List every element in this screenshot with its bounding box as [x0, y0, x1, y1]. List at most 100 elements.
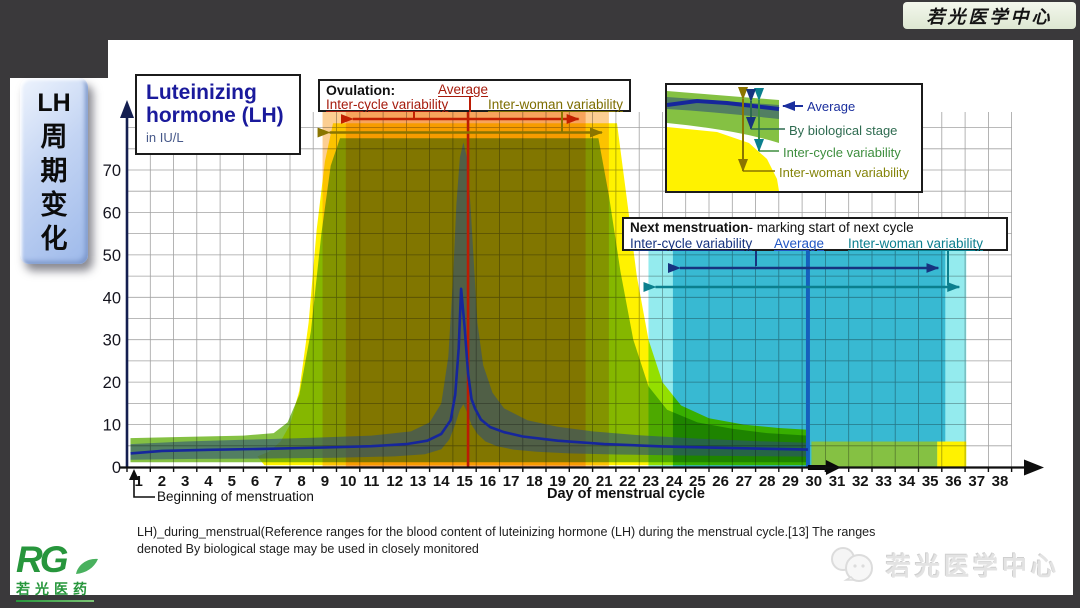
leaf-icon [76, 558, 98, 574]
x-tick-label: 21 [596, 473, 613, 490]
x-tick-label: 36 [945, 473, 962, 490]
ovulation-average-line-segment [469, 97, 471, 112]
page-title: LH 周 期 变 化 [20, 78, 88, 264]
frame-corner [0, 0, 108, 78]
lh-title-box: Luteinizing hormone (LH) in IU/L [135, 74, 301, 155]
lh-title-line1: Luteinizing [146, 81, 257, 104]
x-tick-label: 1 [134, 473, 142, 490]
x-tick-label: 14 [433, 473, 450, 490]
x-tick-label: 27 [736, 473, 753, 490]
x-tick-label: 26 [712, 473, 729, 490]
y-axis-labels: 0 10 20 30 40 50 60 70 [103, 162, 121, 477]
x-axis-labels: 1 2 3 4 5 6 7 8 9 10 11 12 13 14 15 16 17 18 19 20 21 22 23 24 2… [134, 473, 1008, 490]
x-tick-label: 38 [992, 473, 1009, 490]
top-watermark: 若光医学中心 [903, 2, 1076, 29]
ovulation-box: Ovulation: Average Inter-cycle variabili… [318, 79, 631, 112]
x-tick-label: 32 [852, 473, 869, 490]
beginning-of-menstruation-label: Beginning of menstruation [157, 489, 314, 504]
caption-line2: denoted By biological stage may be used … [137, 542, 479, 556]
legend-intercycle-label: Inter-cycle variability [783, 145, 901, 160]
next-menstruation-box: Next menstruation - marking start of nex… [622, 217, 1008, 251]
x-tick-marks [126, 467, 1013, 472]
x-tick-label: 37 [968, 473, 985, 490]
beginning-pointer [133, 477, 155, 498]
frame-bottom [0, 595, 1080, 608]
nextcycle-band-yellow [937, 441, 967, 467]
x-tick-label: 23 [642, 473, 659, 490]
frame-left [0, 0, 10, 608]
x-tick-label: 2 [158, 473, 166, 490]
x-tick-label: 35 [922, 473, 939, 490]
y-tick-label: 70 [103, 162, 121, 180]
x-tick-label: 31 [829, 473, 846, 490]
next-interwoman-label: Inter-woman variability [848, 236, 984, 251]
x-tick-label: 20 [573, 473, 590, 490]
ovulation-average-label: Average [438, 82, 489, 97]
ovulation-intercycle-label: Inter-cycle variability [326, 97, 449, 112]
x-tick-label: 11 [364, 473, 380, 490]
x-tick-label: 33 [875, 473, 892, 490]
x-tick-label: 3 [181, 473, 189, 490]
next-intercycle-label: Inter-cycle variability [630, 236, 753, 251]
x-tick-label: 12 [386, 473, 403, 490]
next-title: Next menstruation [630, 220, 749, 235]
x-tick-label: 4 [204, 473, 213, 490]
x-tick-label: 22 [619, 473, 636, 490]
y-tick-label: 50 [103, 247, 121, 265]
beginning-pointer-arrow-icon [129, 469, 139, 480]
y-tick-label: 10 [103, 417, 121, 435]
lh-unit: in IU/L [146, 130, 184, 145]
x-tick-label: 17 [503, 473, 520, 490]
x-axis-arrow-icon [1024, 459, 1044, 476]
page-title-line: 周 [40, 122, 68, 152]
x-tick-label: 18 [526, 473, 543, 490]
y-tick-label: 40 [103, 289, 121, 307]
y-tick-label: 60 [103, 204, 121, 222]
y-tick-label: 0 [112, 459, 121, 477]
frame-top [0, 0, 1080, 40]
legend-bystage-label: By biological stage [789, 123, 898, 138]
legend-average-label: Average [807, 99, 856, 114]
bottom-watermark-text: 若光医学中心 [886, 553, 1061, 581]
legend-interwoman-area [667, 127, 779, 191]
x-tick-label: 16 [479, 473, 496, 490]
page-title-line: 期 [40, 156, 68, 186]
x-tick-label: 5 [228, 473, 236, 490]
figure-caption: LH)_during_menstrual(Reference ranges fo… [137, 524, 912, 558]
nextcycle-band-green [811, 441, 938, 467]
y-tick-label: 30 [103, 332, 121, 350]
next-subtitle: - marking start of next cycle [748, 220, 914, 235]
next-average-label: Average [774, 236, 825, 251]
y-axis-arrow-icon [120, 100, 134, 118]
caption-line1: LH)_during_menstrual(Reference ranges fo… [137, 525, 876, 539]
x-tick-label: 28 [759, 473, 776, 490]
x-tick-label: 15 [456, 473, 473, 490]
x-tick-label: 6 [251, 473, 259, 490]
x-tick-label: 34 [899, 473, 916, 490]
ovulation-interwoman-label: Inter-woman variability [487, 97, 623, 112]
ovulation-title: Ovulation: [326, 82, 396, 98]
page-title-line: 化 [40, 224, 68, 254]
y-tick-label: 20 [103, 374, 121, 392]
legend-interwoman-label: Inter-woman variability [779, 165, 910, 180]
bottom-watermark: 若光医学中心 [828, 546, 1060, 584]
lh-title-line2: hormone (LH) [146, 104, 284, 127]
x-tick-label: 25 [689, 473, 706, 490]
lh-average-line [130, 287, 808, 455]
x-axis-title: Day of menstrual cycle [547, 486, 705, 502]
x-tick-label: 8 [297, 473, 305, 490]
legend-box: Average By biological stage Inter-cycle … [665, 83, 923, 193]
page-title-line: LH [37, 89, 71, 117]
rg-logo-subtext: 若光医药 [16, 581, 92, 597]
x-tick-label: 19 [549, 473, 566, 490]
x-tick-label: 29 [782, 473, 799, 490]
x-tick-label: 13 [410, 473, 427, 490]
legend-mini-chart [667, 87, 803, 191]
page-title-line: 变 [40, 190, 68, 220]
rg-logo-underline [16, 600, 94, 602]
rg-logo-text: RG [16, 539, 69, 580]
chat-bubbles-icon [831, 547, 873, 582]
x-tick-label: 30 [805, 473, 822, 490]
